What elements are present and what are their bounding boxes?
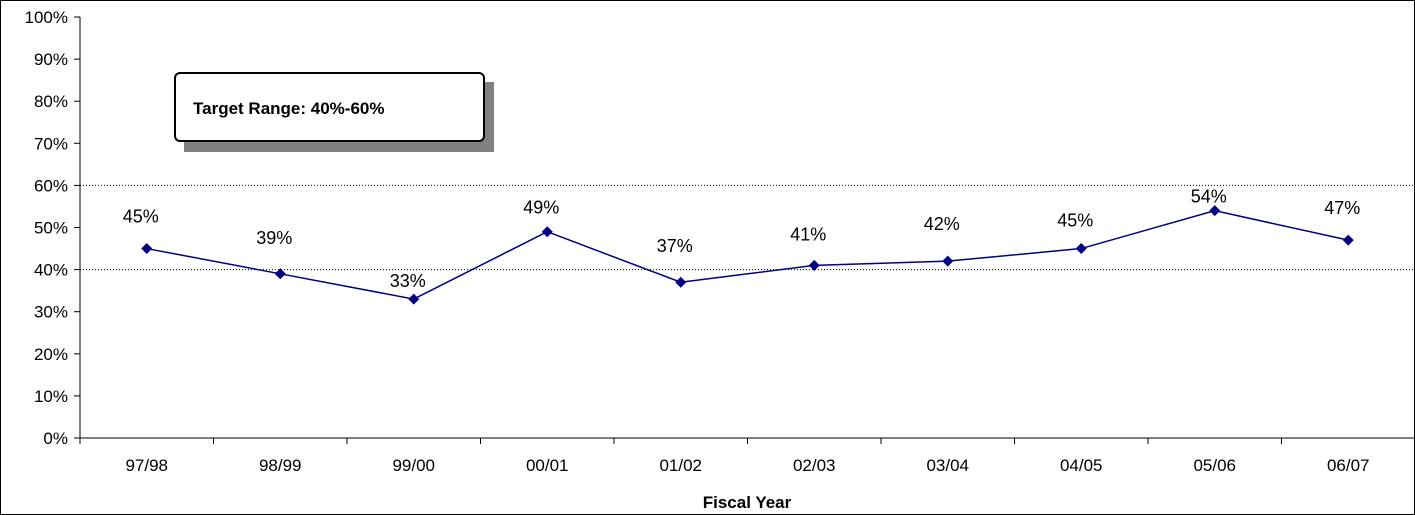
x-tick-label: 04/05 <box>1060 456 1103 475</box>
data-label: 45% <box>1057 211 1093 231</box>
data-label: 33% <box>390 271 426 291</box>
y-tick-labels: 0% 10% 20% 30% 40% 50% 60% 70% 80% 90% 100% <box>25 8 68 448</box>
y-tick-label: 90% <box>34 50 68 69</box>
annotation-frame <box>174 72 485 142</box>
data-point <box>808 259 820 271</box>
data-point <box>541 226 553 238</box>
data-label: 42% <box>924 214 960 234</box>
data-point <box>942 255 954 267</box>
data-label: 47% <box>1324 198 1360 218</box>
y-tick-label: 40% <box>34 261 68 280</box>
data-label: 54% <box>1191 187 1227 207</box>
data-label: 41% <box>790 224 826 244</box>
x-tick-label: 98/99 <box>259 456 302 475</box>
axes <box>74 16 1415 444</box>
y-tick-label: 10% <box>34 387 68 406</box>
reference-lines <box>80 184 1415 271</box>
y-tick-label: 30% <box>34 303 68 322</box>
x-tick-label: 03/04 <box>926 456 969 475</box>
data-point <box>408 293 420 305</box>
data-labels: 45% 39% 33% 49% 37% 41% 42% 45% 54% 47% <box>123 187 1361 291</box>
data-label: 45% <box>123 207 159 227</box>
x-tick-label: 05/06 <box>1193 456 1236 475</box>
x-tick-label: 06/07 <box>1327 456 1370 475</box>
y-tick-label: 0% <box>43 429 68 448</box>
series-markers <box>141 205 1354 305</box>
data-point <box>675 276 687 288</box>
annotation-box: Target Range: 40%-60% <box>174 72 494 152</box>
data-point <box>1209 205 1221 217</box>
y-tick-label: 80% <box>34 92 68 111</box>
x-tick-labels: 97/98 98/99 99/00 00/01 01/02 02/03 03/04 04/05… <box>125 456 1369 475</box>
data-point <box>141 243 153 255</box>
x-tick-label: 01/02 <box>659 456 702 475</box>
series-line <box>146 209 1349 300</box>
x-tick-label: 99/00 <box>392 456 435 475</box>
y-tick-label: 100% <box>25 8 68 27</box>
y-tick-label: 60% <box>34 176 68 195</box>
data-label: 49% <box>523 198 559 218</box>
y-tick-label: 20% <box>34 345 68 364</box>
data-label: 39% <box>256 228 292 248</box>
data-label: 37% <box>657 236 693 256</box>
y-tick-label: 50% <box>34 219 68 238</box>
annotation-text: Target Range: 40%-60% <box>193 99 384 118</box>
x-tick-label: 02/03 <box>793 456 836 475</box>
data-point <box>1342 234 1354 246</box>
x-axis-title: Fiscal Year <box>703 493 792 512</box>
x-tick-label: 97/98 <box>125 456 168 475</box>
data-point <box>274 268 286 280</box>
y-tick-label: 70% <box>34 134 68 153</box>
series-polyline <box>146 209 1349 300</box>
x-tick-label: 00/01 <box>526 456 569 475</box>
data-point <box>1075 243 1087 255</box>
